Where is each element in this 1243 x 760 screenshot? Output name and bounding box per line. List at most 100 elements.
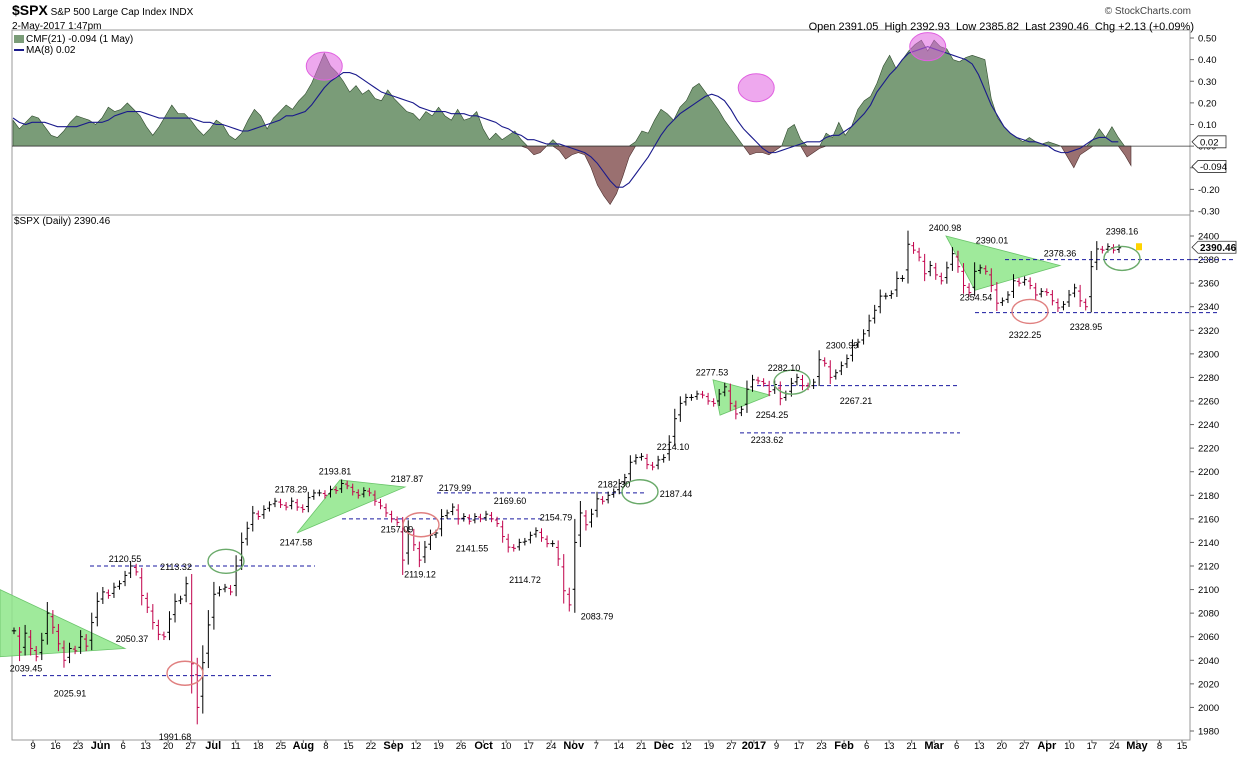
price-annotation: 2114.72 (509, 575, 541, 585)
price-bar (744, 380, 750, 413)
price-bar (528, 531, 533, 544)
price-annotation: 2187.87 (391, 474, 424, 484)
price-annotation: 2254.25 (756, 410, 789, 420)
price-bar (172, 593, 178, 623)
price-bar (278, 498, 283, 509)
price-annotation: 2322.25 (1009, 330, 1042, 340)
price-ytick-label: 2340 (1198, 302, 1219, 313)
price-bar (622, 473, 628, 486)
x-tick-label: 22 (366, 741, 377, 752)
x-tick-label: 21 (906, 741, 917, 752)
price-annotation: 2233.62 (751, 435, 784, 445)
price-bar (450, 503, 455, 516)
cmf-swatch (14, 35, 24, 44)
price-ytick-label: 2040 (1198, 656, 1219, 667)
price-bar (189, 574, 194, 694)
price-bar (328, 485, 333, 498)
price-bar (1072, 283, 1077, 298)
price-bar (800, 374, 805, 391)
price-bar (95, 592, 100, 627)
price-circle (402, 512, 440, 538)
ohlc-bars (11, 230, 1122, 725)
price-bar (106, 589, 111, 599)
price-bar (467, 514, 472, 525)
price-annotation: 2398.16 (1106, 226, 1139, 236)
price-bar (994, 282, 1000, 312)
price-bar (644, 453, 650, 470)
ma-value-badge: 0.02 (1200, 137, 1219, 148)
price-bar (267, 501, 272, 512)
price-bar (650, 461, 655, 471)
price-bar (539, 528, 544, 542)
price-bar (567, 587, 572, 612)
cmf-legend-text: CMF(21) -0.094 (1 May) (26, 34, 134, 45)
x-tick-label: 13 (140, 741, 151, 752)
price-bar (294, 498, 300, 511)
x-tick-label: 16 (50, 741, 61, 752)
price-bar (333, 486, 339, 494)
x-tick-label: 19 (433, 741, 444, 752)
price-bar (583, 510, 589, 531)
x-tick-label: 17 (523, 741, 534, 752)
price-bar (972, 262, 977, 297)
price-bar (67, 642, 72, 664)
price-circle (621, 479, 659, 505)
chg-value: +2.13 (+0.09%) (1118, 21, 1194, 33)
price-bar (611, 488, 616, 498)
x-tick-label: Apr (1037, 740, 1057, 752)
price-bar (311, 489, 317, 500)
price-bar (605, 491, 611, 504)
ma-legend: MA(8) 0.02 (14, 45, 75, 56)
price-bar (122, 570, 128, 587)
low-label: Low (956, 21, 977, 33)
price-annotation: 2378.36 (1044, 249, 1077, 259)
price-bar (45, 602, 50, 645)
price-annotation: 2179.99 (439, 483, 472, 493)
x-tick-label: 10 (1064, 741, 1075, 752)
price-bar (989, 268, 994, 293)
price-bar (206, 610, 211, 669)
x-tick-label: 19 (704, 741, 715, 752)
x-tick-label: 27 (185, 741, 196, 752)
cmf-positive-area (12, 39, 1131, 147)
price-bar (916, 247, 922, 262)
price-bar (550, 540, 555, 547)
price-bar (833, 369, 839, 380)
price-bar (944, 261, 950, 284)
cmf-ytick-label: 0.10 (1198, 120, 1217, 131)
price-bar (505, 533, 511, 553)
price-bar (717, 388, 722, 406)
price-bar (34, 646, 39, 662)
price-ytick-label: 2280 (1198, 373, 1219, 384)
price-bar (966, 283, 972, 297)
cmf-value-badge-box (1191, 160, 1227, 173)
price-bar (378, 499, 383, 510)
price-bar (933, 262, 938, 280)
price-bar (778, 381, 783, 406)
ma-swatch (14, 49, 24, 52)
price-annotation: 2147.58 (280, 537, 313, 547)
x-tick-label: Mar (924, 740, 944, 752)
open-label: Open (808, 21, 836, 33)
price-bar (794, 373, 800, 386)
last-value: 2390.46 (1049, 21, 1089, 33)
x-tick-label: 20 (163, 741, 174, 752)
x-tick-label: 13 (974, 741, 985, 752)
price-bar (589, 508, 594, 528)
price-bar (639, 453, 644, 461)
price-ytick-label: 2160 (1198, 514, 1219, 525)
price-ytick-label: 2000 (1198, 703, 1219, 714)
price-bar (633, 454, 639, 465)
price-bar (922, 253, 927, 282)
x-tick-label: 21 (636, 741, 647, 752)
price-bar (600, 496, 605, 505)
x-tick-label: May (1126, 740, 1148, 752)
price-ytick-label: 2140 (1198, 538, 1219, 549)
price-bar (850, 339, 855, 362)
price-ytick-label: 2060 (1198, 632, 1219, 643)
x-tick-label: 9 (30, 741, 35, 752)
price-bar (150, 604, 156, 630)
price-ytick-label: 2100 (1198, 585, 1219, 596)
x-tick-label: 24 (1109, 741, 1120, 752)
